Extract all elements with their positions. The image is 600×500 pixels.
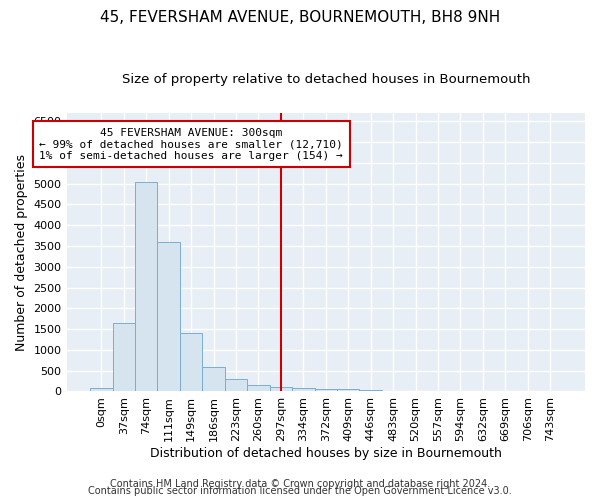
Bar — [292, 388, 314, 392]
Bar — [180, 334, 202, 392]
X-axis label: Distribution of detached houses by size in Bournemouth: Distribution of detached houses by size … — [150, 447, 502, 460]
Y-axis label: Number of detached properties: Number of detached properties — [15, 154, 28, 351]
Bar — [359, 390, 382, 392]
Bar — [337, 389, 359, 392]
Bar — [113, 323, 135, 392]
Text: Contains HM Land Registry data © Crown copyright and database right 2024.: Contains HM Land Registry data © Crown c… — [110, 479, 490, 489]
Bar — [314, 389, 337, 392]
Bar — [225, 380, 247, 392]
Bar — [269, 388, 292, 392]
Bar — [247, 385, 269, 392]
Title: Size of property relative to detached houses in Bournemouth: Size of property relative to detached ho… — [122, 72, 530, 86]
Bar — [202, 366, 225, 392]
Bar — [157, 242, 180, 392]
Text: Contains public sector information licensed under the Open Government Licence v3: Contains public sector information licen… — [88, 486, 512, 496]
Text: 45, FEVERSHAM AVENUE, BOURNEMOUTH, BH8 9NH: 45, FEVERSHAM AVENUE, BOURNEMOUTH, BH8 9… — [100, 10, 500, 25]
Text: 45 FEVERSHAM AVENUE: 300sqm
← 99% of detached houses are smaller (12,710)
1% of : 45 FEVERSHAM AVENUE: 300sqm ← 99% of det… — [39, 128, 343, 161]
Bar — [90, 388, 113, 392]
Bar — [135, 182, 157, 392]
